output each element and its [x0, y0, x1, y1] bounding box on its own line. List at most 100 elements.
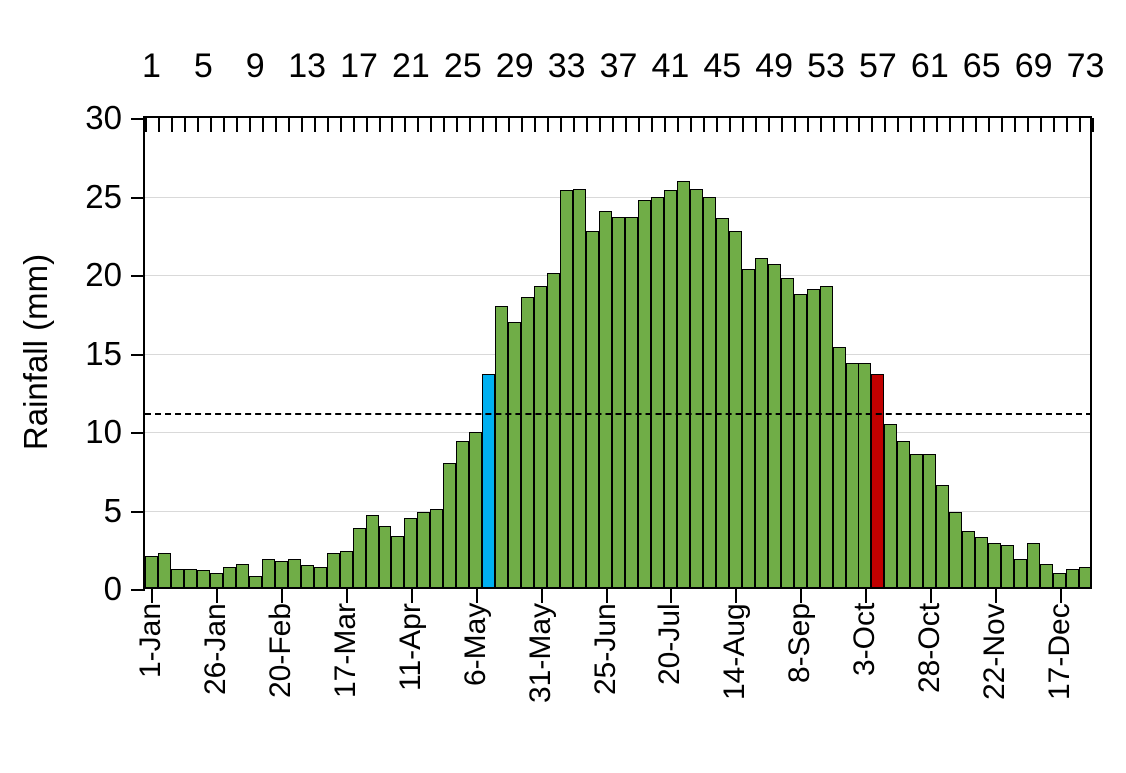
bar-pentad-19: [378, 526, 392, 589]
x-axis-date-label-31-May: 31-May: [523, 603, 557, 704]
top-axis-tick-63: [962, 118, 965, 132]
bar-pentad-11: [274, 560, 288, 589]
bar-pentad-68: [1014, 559, 1028, 589]
y-axis-label-20: 20: [85, 256, 122, 293]
top-axis-tick-18: [378, 118, 381, 132]
y-axis-label-15: 15: [85, 334, 122, 372]
bar-pentad-12: [287, 559, 301, 589]
top-axis-pentad-label-29: 29: [495, 47, 534, 85]
top-axis-tick-5: [209, 118, 212, 132]
top-axis-pentad-label-49: 49: [755, 47, 794, 85]
bar-pentad-39: [637, 199, 651, 589]
bar-pentad-35: [586, 231, 600, 589]
x-axis-date-label-26-Jan: 26-Jan: [199, 603, 233, 695]
top-axis-pentad-label-9: 9: [245, 47, 265, 85]
top-axis-tick-59: [910, 118, 913, 132]
top-axis-tick-12: [300, 118, 303, 132]
x-axis-date-label-20-Feb: 20-Feb: [264, 603, 298, 699]
y-axis-tick-10: [131, 432, 145, 434]
bar-pentad-14: [313, 567, 327, 589]
bar-pentad-25: [456, 441, 470, 589]
bar-pentad-1: [145, 556, 158, 589]
top-axis-tick-48: [767, 118, 770, 132]
top-axis-tick-62: [949, 118, 952, 132]
bar-pentad-56: [858, 362, 872, 589]
bar-pentad-55: [845, 362, 859, 589]
top-axis-tick-32: [560, 118, 563, 132]
x-axis-date-label-14-Aug: 14-Aug: [718, 603, 752, 700]
top-axis-tick-73: [1092, 118, 1094, 132]
bar-pentad-38: [624, 216, 638, 589]
x-axis-date-label-17-Mar: 17-Mar: [329, 603, 363, 699]
bar-pentad-20: [391, 535, 405, 589]
x-axis-date-label-22-Nov: 22-Nov: [977, 603, 1011, 700]
top-axis-tick-27: [495, 118, 498, 132]
bar-pentad-16: [339, 551, 353, 589]
y-axis-tick-30: [131, 118, 145, 120]
top-axis-tick-33: [573, 118, 576, 132]
bar-pentad-2: [157, 552, 171, 589]
x-axis-date-label-20-Jul: 20-Jul: [653, 603, 687, 685]
bar-pentad-3: [170, 568, 184, 589]
top-axis-pentad-label-5: 5: [193, 47, 213, 85]
top-axis-tick-25: [469, 118, 472, 132]
bar-pentad-46: [728, 231, 742, 589]
top-axis-tick-9: [261, 118, 264, 132]
bar-pentad-66: [988, 543, 1002, 589]
top-axis-pentad-label-17: 17: [340, 47, 378, 85]
top-axis-tick-45: [728, 118, 731, 132]
top-axis-tick-54: [845, 118, 848, 132]
x-axis-date-label-3-Oct: 3-Oct: [847, 603, 881, 677]
x-axis-date-label-11-Apr: 11-Apr: [393, 603, 427, 691]
bar-pentad-10: [261, 559, 275, 589]
bar-pentad-27-blue-highlight: [482, 373, 496, 589]
x-axis-tick-11-Apr: [410, 589, 413, 603]
top-axis-tick-53: [832, 118, 835, 132]
bar-pentad-9: [248, 576, 262, 589]
top-axis-tick-56: [871, 118, 874, 132]
bar-pentad-71: [1053, 573, 1067, 589]
top-axis-tick-6: [222, 118, 225, 132]
y-axis-tick-25: [131, 196, 145, 199]
top-axis-tick-19: [391, 118, 394, 132]
gridline-25: [145, 196, 1092, 198]
top-axis-tick-21: [417, 118, 420, 132]
top-axis-pentad-label-1: 1: [142, 47, 161, 85]
top-axis-tick-35: [599, 118, 602, 132]
x-axis-tick-8-Sep: [800, 589, 803, 603]
bar-pentad-41: [663, 190, 677, 589]
bar-pentad-59: [897, 441, 911, 589]
x-axis-date-label-8-Sep: 8-Sep: [783, 603, 817, 684]
top-axis-tick-42: [689, 118, 692, 132]
top-axis-tick-60: [923, 118, 926, 132]
top-axis-tick-10: [274, 118, 277, 132]
bar-pentad-49: [767, 264, 781, 589]
bar-pentad-32: [547, 273, 561, 589]
x-axis-tick-1-Jan: [151, 589, 154, 603]
top-axis-pentad-label-13: 13: [288, 47, 327, 85]
top-axis-tick-50: [793, 118, 796, 132]
x-axis-tick-17-Mar: [346, 589, 349, 603]
top-axis-tick-70: [1053, 118, 1056, 132]
top-axis-tick-43: [702, 118, 705, 132]
bar-pentad-5: [196, 570, 210, 589]
top-axis-tick-8: [248, 118, 251, 132]
top-axis-tick-58: [897, 118, 900, 132]
top-axis-tick-46: [741, 118, 744, 132]
bar-pentad-73: [1079, 567, 1092, 589]
top-axis-tick-24: [456, 118, 459, 132]
top-axis-pentad-label-41: 41: [651, 47, 690, 85]
x-axis-tick-20-Jul: [670, 589, 673, 603]
bar-pentad-52: [806, 289, 820, 589]
x-axis-date-label-6-May: 6-May: [458, 603, 492, 687]
bar-pentad-50: [780, 278, 794, 589]
x-axis-tick-3-Oct: [864, 589, 867, 603]
top-axis-tick-16: [352, 118, 355, 132]
bar-pentad-45: [715, 218, 729, 589]
top-axis-tick-15: [339, 118, 342, 132]
top-axis-tick-20: [404, 118, 407, 132]
x-axis-tick-28-Oct: [929, 589, 932, 603]
top-axis-tick-40: [663, 118, 666, 132]
top-axis-pentad-label-53: 53: [807, 47, 845, 85]
top-axis-tick-34: [586, 118, 589, 132]
